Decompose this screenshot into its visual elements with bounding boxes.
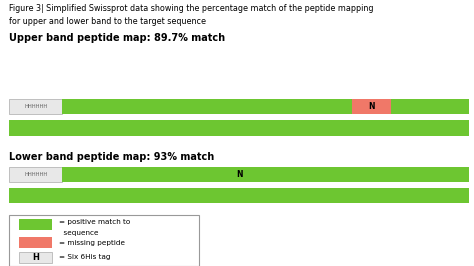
Text: N: N	[236, 170, 243, 179]
Bar	[9, 120, 469, 136]
Bar	[63, 167, 469, 182]
Bar	[19, 237, 52, 248]
Text: for upper and lower band to the target sequence: for upper and lower band to the target s…	[9, 17, 207, 26]
Bar	[352, 99, 391, 114]
Text: N: N	[368, 102, 374, 111]
Bar	[391, 99, 469, 114]
Text: HHHHHH: HHHHHH	[24, 104, 47, 109]
Bar	[19, 252, 52, 263]
Text: sequence: sequence	[59, 230, 99, 236]
Text: = positive match to: = positive match to	[59, 219, 130, 225]
Bar	[9, 215, 199, 266]
Text: Figure 3| Simplified Swissprot data showing the percentage match of the peptide : Figure 3| Simplified Swissprot data show…	[9, 4, 374, 13]
Bar	[9, 99, 63, 114]
Text: H: H	[32, 253, 39, 262]
Bar	[9, 167, 63, 182]
Bar	[9, 188, 469, 203]
Text: Upper band peptide map: 89.7% match: Upper band peptide map: 89.7% match	[9, 33, 226, 43]
Text: = missing peptide: = missing peptide	[59, 240, 125, 246]
Bar	[19, 219, 52, 230]
Bar	[63, 99, 352, 114]
Text: HHHHHH: HHHHHH	[24, 172, 47, 177]
Text: = Six 6His tag: = Six 6His tag	[59, 255, 111, 260]
Text: Lower band peptide map: 93% match: Lower band peptide map: 93% match	[9, 152, 215, 162]
